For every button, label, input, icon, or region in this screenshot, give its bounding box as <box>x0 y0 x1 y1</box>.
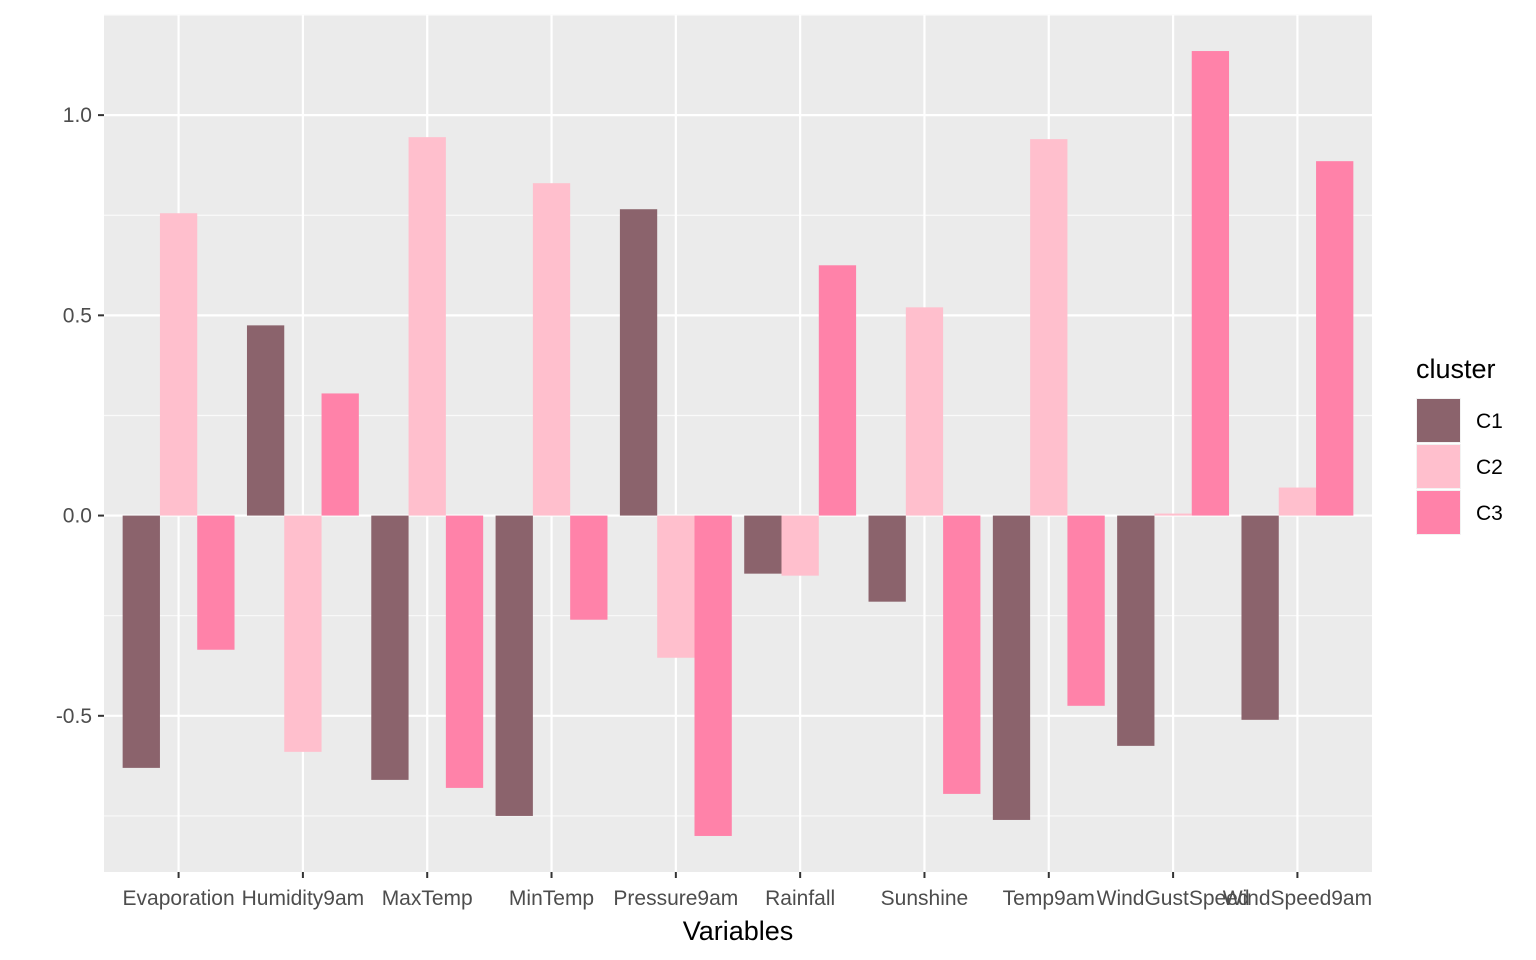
bar-C3-Evaporation <box>197 515 235 650</box>
y-tick-label: 1.0 <box>63 104 92 127</box>
x-axis-title: Variables <box>683 916 794 946</box>
x-tick-label: Humidity9am <box>242 887 365 910</box>
y-tick-label: -0.5 <box>56 705 92 728</box>
x-tick-label: MaxTemp <box>382 887 473 910</box>
bar-C1-Humidity9am <box>246 325 285 516</box>
x-tick-label: WindGustSpeed <box>1097 887 1250 910</box>
bar-C2-WindGustSpeed <box>1154 513 1192 516</box>
bar-C2-WindSpeed9am <box>1278 487 1317 516</box>
bar-C3-Rainfall <box>818 265 857 516</box>
x-tick-label: MinTemp <box>509 887 594 910</box>
bar-C1-Sunshine <box>868 515 906 602</box>
x-tick-label: Temp9am <box>1003 887 1095 910</box>
bar-C2-Temp9am <box>1030 139 1068 516</box>
bar-C2-Rainfall <box>781 515 819 576</box>
bar-C3-Pressure9am <box>694 515 732 836</box>
bar-C2-Sunshine <box>905 307 944 516</box>
bar-C1-Evaporation <box>122 515 160 768</box>
legend-key-C1 <box>1417 399 1460 442</box>
bar-C1-MaxTemp <box>371 515 409 780</box>
bar-C1-WindSpeed9am <box>1241 515 1279 720</box>
bar-C2-MinTemp <box>532 183 571 516</box>
x-tick-label: Evaporation <box>123 887 235 910</box>
x-tick-label: Sunshine <box>881 887 969 910</box>
bar-C1-WindGustSpeed <box>1117 515 1155 746</box>
y-axis: -0.5 0.0 0.5 1.0 <box>56 104 104 728</box>
bar-C3-Sunshine <box>943 515 981 794</box>
legend-label-C3: C3 <box>1476 502 1503 525</box>
x-axis: Evaporation Humidity9am MaxTemp MinTemp Pres… <box>123 872 1372 910</box>
bar-C3-Humidity9am <box>321 393 359 516</box>
x-tick-label: WindSpeed9am <box>1223 887 1372 910</box>
y-tick-label: 0.0 <box>63 505 92 528</box>
bar-C1-MinTemp <box>495 515 533 816</box>
legend-key-C3 <box>1417 491 1460 534</box>
bar-C3-WindGustSpeed <box>1191 51 1230 516</box>
legend-key-C2 <box>1417 445 1460 488</box>
y-tick-label: 0.5 <box>63 304 92 327</box>
bar-C3-WindSpeed9am <box>1316 161 1354 516</box>
legend-title: cluster <box>1416 354 1496 384</box>
bar-C2-Humidity9am <box>284 515 322 752</box>
x-tick-label: Rainfall <box>765 887 835 910</box>
bar-C1-Rainfall <box>744 515 782 574</box>
bar-C3-Temp9am <box>1067 515 1105 706</box>
bar-C1-Temp9am <box>992 515 1031 820</box>
x-tick-label: Pressure9am <box>613 887 738 910</box>
bar-C1-Pressure9am <box>619 209 658 516</box>
bar-C2-MaxTemp <box>408 137 446 516</box>
bars <box>122 51 1354 836</box>
legend-items: C1 C2 C3 <box>1416 398 1503 535</box>
bar-C2-Pressure9am <box>657 515 695 658</box>
legend-label-C2: C2 <box>1476 456 1503 479</box>
bar-C2-Evaporation <box>159 213 198 516</box>
bar-C3-MinTemp <box>570 515 608 620</box>
legend: cluster C1 C2 C3 <box>1416 354 1503 535</box>
bar-C3-MaxTemp <box>445 515 484 788</box>
legend-label-C1: C1 <box>1476 410 1503 433</box>
